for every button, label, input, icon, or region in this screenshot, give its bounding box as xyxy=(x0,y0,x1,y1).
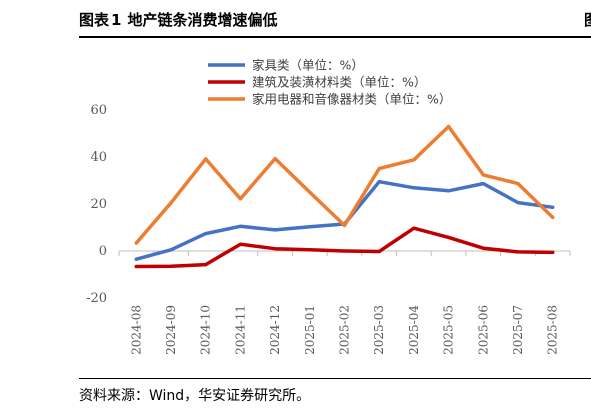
x-tick-label: 2024-12 xyxy=(268,305,282,355)
data-point xyxy=(134,257,138,261)
series-layer xyxy=(134,124,555,269)
y-tick-label: 60 xyxy=(90,103,107,118)
x-tick-label: 2025-02 xyxy=(338,305,352,355)
legend-item: 家用电器和音像器材类（单位：%） xyxy=(208,92,451,107)
legend-label: 家具类（单位：%） xyxy=(252,58,364,73)
data-point xyxy=(481,181,485,186)
data-point xyxy=(342,249,347,253)
data-point xyxy=(273,228,277,232)
data-point xyxy=(238,197,243,201)
data-point xyxy=(169,248,173,252)
y-tick-label: 0 xyxy=(99,244,107,259)
data-point xyxy=(169,264,173,268)
data-point xyxy=(134,241,138,245)
data-point xyxy=(446,235,451,239)
y-axis: -20 0 20 40 60 xyxy=(86,103,107,306)
chart-legend: 家具类（单位：%） 建筑及装潢材料类（单位：%） 家用电器和音像器材类（单位：%） xyxy=(208,58,451,107)
series-3 xyxy=(134,124,555,245)
data-point xyxy=(481,173,485,177)
y-tick-label: 20 xyxy=(90,197,107,212)
legend-label: 建筑及装潢材料类（单位：%） xyxy=(252,75,426,90)
data-point xyxy=(134,264,138,269)
data-point xyxy=(238,224,243,228)
source-divider xyxy=(79,378,591,379)
legend-item: 建筑及装潢材料类（单位：%） xyxy=(208,75,426,90)
legend-item: 家具类（单位：%） xyxy=(208,58,364,73)
x-tick-label: 2024-08 xyxy=(129,305,143,355)
y-tick-label: -20 xyxy=(86,291,107,306)
data-point xyxy=(377,249,381,254)
data-point xyxy=(204,232,208,236)
title-divider xyxy=(79,36,591,38)
data-point xyxy=(308,225,312,229)
x-tick-label: 2025-07 xyxy=(511,305,525,355)
data-point xyxy=(412,158,416,162)
data-point xyxy=(377,180,381,184)
data-point xyxy=(551,215,555,219)
figure-number: 1 xyxy=(111,11,122,29)
x-tick-label: 2025-03 xyxy=(372,305,386,355)
series-2 xyxy=(134,226,555,269)
figure-title: 图表 1 地产链条消费增速偏低 xyxy=(79,9,277,30)
next-figure-fragment: 图 xyxy=(584,9,591,30)
data-point xyxy=(377,166,381,171)
data-point xyxy=(481,246,485,250)
x-tick-label: 2024-10 xyxy=(199,305,213,355)
series-line xyxy=(134,226,555,269)
data-point xyxy=(204,263,208,267)
x-tick-label: 2024-11 xyxy=(233,305,247,355)
data-point xyxy=(516,200,520,205)
data-point xyxy=(169,201,173,205)
legend-label: 家用电器和音像器材类（单位：%） xyxy=(252,92,451,107)
x-axis: 2024-08 2024-09 2024-10 2024-11 2024-12 2025-… xyxy=(118,250,571,355)
x-tick-label: 2024-09 xyxy=(164,305,178,355)
data-point xyxy=(551,250,555,255)
data-point xyxy=(412,186,416,190)
x-tick-label: 2025-06 xyxy=(476,305,490,355)
source-note: 资料来源：Wind，华安证券研究所。 xyxy=(79,388,311,404)
data-point xyxy=(273,247,277,251)
data-point xyxy=(446,124,451,129)
x-tick-label: 2025-05 xyxy=(442,305,456,355)
data-point xyxy=(342,223,347,227)
figure-title-text: 地产链条消费增速偏低 xyxy=(127,11,278,29)
data-point xyxy=(446,189,451,193)
data-point xyxy=(308,248,312,252)
x-tick-label: 2025-01 xyxy=(303,305,317,355)
data-point xyxy=(308,190,312,194)
data-point xyxy=(412,226,416,230)
x-tick-label: 2025-04 xyxy=(407,305,421,355)
data-point xyxy=(273,157,277,161)
x-tick-label: 2025-08 xyxy=(546,305,560,355)
data-point xyxy=(516,181,520,186)
data-point xyxy=(238,242,243,246)
y-tick-label: 40 xyxy=(90,150,107,165)
data-point xyxy=(204,157,208,161)
line-chart: 家具类（单位：%）建筑及装潢材料类（单位：%）家用电器和音像器材类（单位：%） … xyxy=(86,58,571,355)
data-point xyxy=(516,250,520,254)
data-point xyxy=(551,205,555,209)
figure-label: 图表 xyxy=(79,11,110,29)
